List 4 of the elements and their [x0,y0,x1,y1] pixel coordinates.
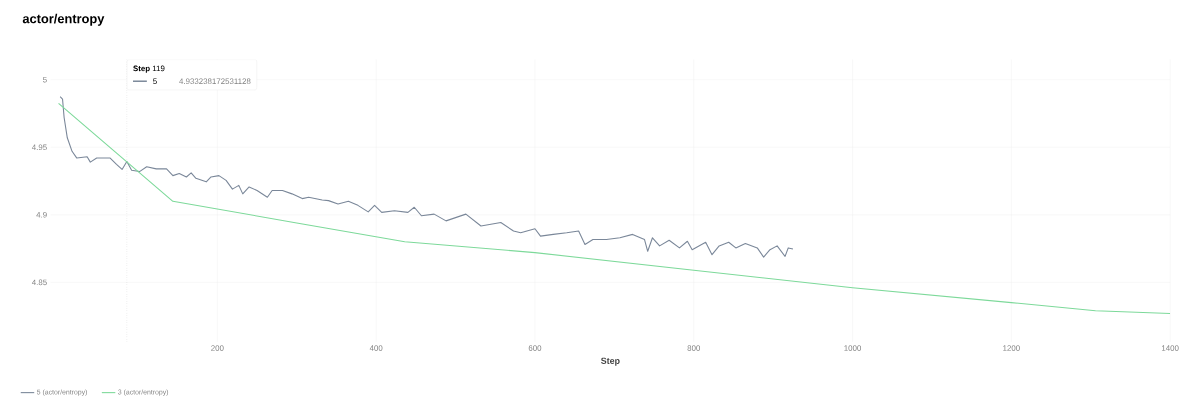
line-series [59,95,794,258]
line-series [58,102,1171,314]
chart-title: actor/entropy [22,13,105,26]
x-axis-title: Step [601,357,620,366]
